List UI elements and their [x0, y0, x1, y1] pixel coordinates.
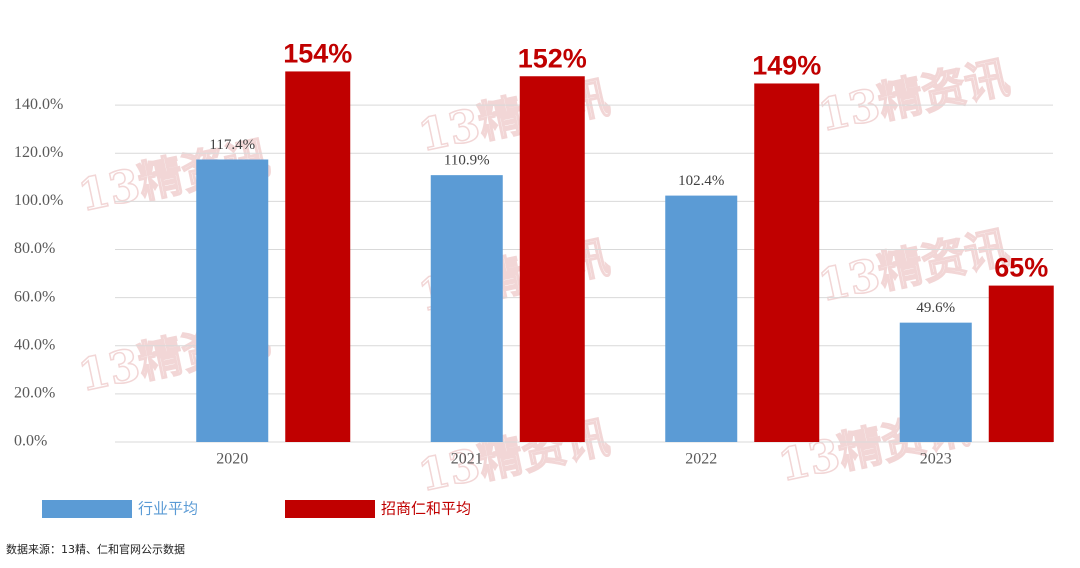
x-tick-label: 2021 [451, 451, 483, 468]
y-tick-label: 140.0% [14, 96, 63, 113]
bar [519, 76, 585, 442]
x-tick-label: 2020 [216, 451, 248, 468]
y-tick-label: 20.0% [14, 385, 55, 402]
data-label: 152% [518, 43, 587, 73]
x-tick-label: 2023 [920, 451, 952, 468]
x-tick-label: 2022 [685, 451, 717, 468]
data-label: 49.6% [916, 300, 955, 316]
bar [196, 159, 269, 442]
y-tick-label: 100.0% [14, 192, 63, 209]
legend-label: 行业平均 [138, 500, 198, 518]
data-label: 102.4% [678, 173, 724, 189]
watermark: 13精资讯 [814, 52, 1014, 142]
y-tick-label: 0.0% [14, 433, 47, 450]
legend-label: 招商仁和平均 [381, 500, 471, 518]
bar [430, 175, 503, 442]
legend-swatch [285, 500, 375, 518]
data-label: 117.4% [209, 137, 255, 153]
data-label: 149% [752, 51, 821, 81]
y-tick-label: 80.0% [14, 240, 55, 257]
bar [665, 195, 738, 442]
data-label: 154% [283, 39, 352, 69]
legend-swatch [42, 500, 132, 518]
y-tick-label: 120.0% [14, 144, 63, 161]
bar [285, 71, 351, 442]
data-label: 65% [994, 253, 1048, 283]
data-label: 110.9% [444, 153, 490, 169]
watermark: 13精资讯 [814, 222, 1014, 312]
y-tick-label: 60.0% [14, 288, 55, 305]
bar [754, 83, 820, 442]
source-note: 数据来源：13精、仁和官网公示数据 [6, 542, 185, 556]
bar [988, 285, 1054, 442]
bar [899, 322, 972, 442]
y-tick-label: 40.0% [14, 336, 55, 353]
